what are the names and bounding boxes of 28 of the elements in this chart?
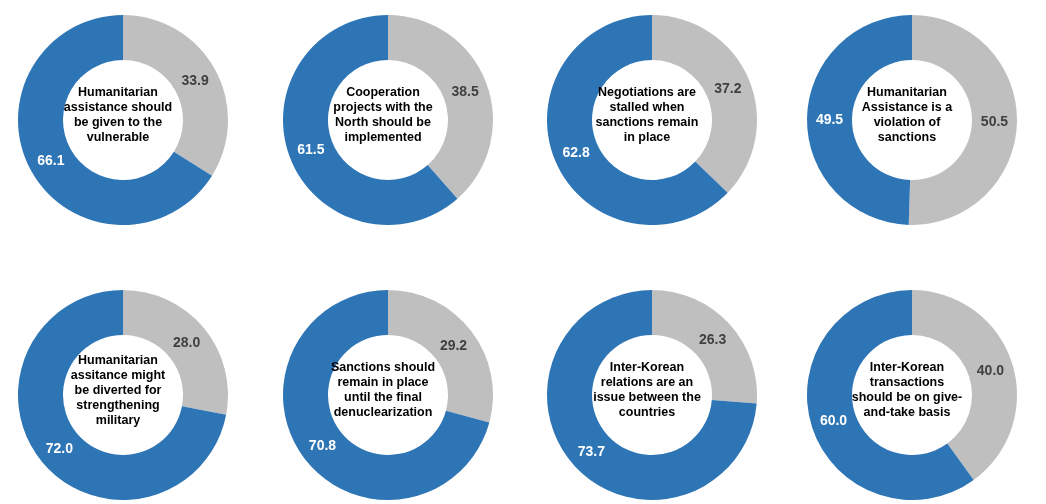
data-label: 60.0 bbox=[819, 412, 848, 429]
data-label: 38.5 bbox=[451, 82, 480, 99]
data-label: 66.1 bbox=[37, 151, 65, 168]
text: Humanitarian assistance should be given to the vulnerable bbox=[63, 85, 173, 144]
data-label: 49.5 bbox=[815, 110, 844, 127]
data-label: 73.7 bbox=[577, 442, 606, 459]
data-label: 26.3 bbox=[699, 331, 727, 348]
donut-slice bbox=[18, 290, 227, 500]
data-label: 72.0 bbox=[45, 439, 74, 456]
data-label: 61.5 bbox=[297, 141, 325, 158]
text: Cooperation projects with the North should be implemented bbox=[332, 84, 434, 146]
text: Inter-Korean transactions should be on give-and-take basis bbox=[851, 359, 963, 421]
data-label: 62.8 bbox=[562, 144, 590, 161]
data-label: 37.2 bbox=[714, 79, 742, 96]
donut-slice bbox=[547, 290, 757, 500]
text: Negotiations are stalled when sanctions remain in place bbox=[594, 84, 700, 146]
donut-slice bbox=[807, 290, 974, 500]
data-label: 50.5 bbox=[980, 113, 1009, 130]
text: Inter-Korean relations are an issue between the countries bbox=[593, 360, 701, 419]
data-label: 33.9 bbox=[181, 72, 210, 89]
text: Humanitarian Assistance is a violation of sanctions bbox=[860, 84, 954, 146]
text: Humanitarian assitance might be diverted for strengthening military bbox=[70, 352, 166, 427]
data-label: 40.0 bbox=[976, 361, 1005, 378]
donut-slice bbox=[18, 15, 213, 225]
data-label: 70.8 bbox=[308, 437, 337, 454]
data-label: 28.0 bbox=[172, 334, 201, 351]
data-label: 29.2 bbox=[439, 336, 468, 353]
donut-slice bbox=[283, 290, 490, 500]
